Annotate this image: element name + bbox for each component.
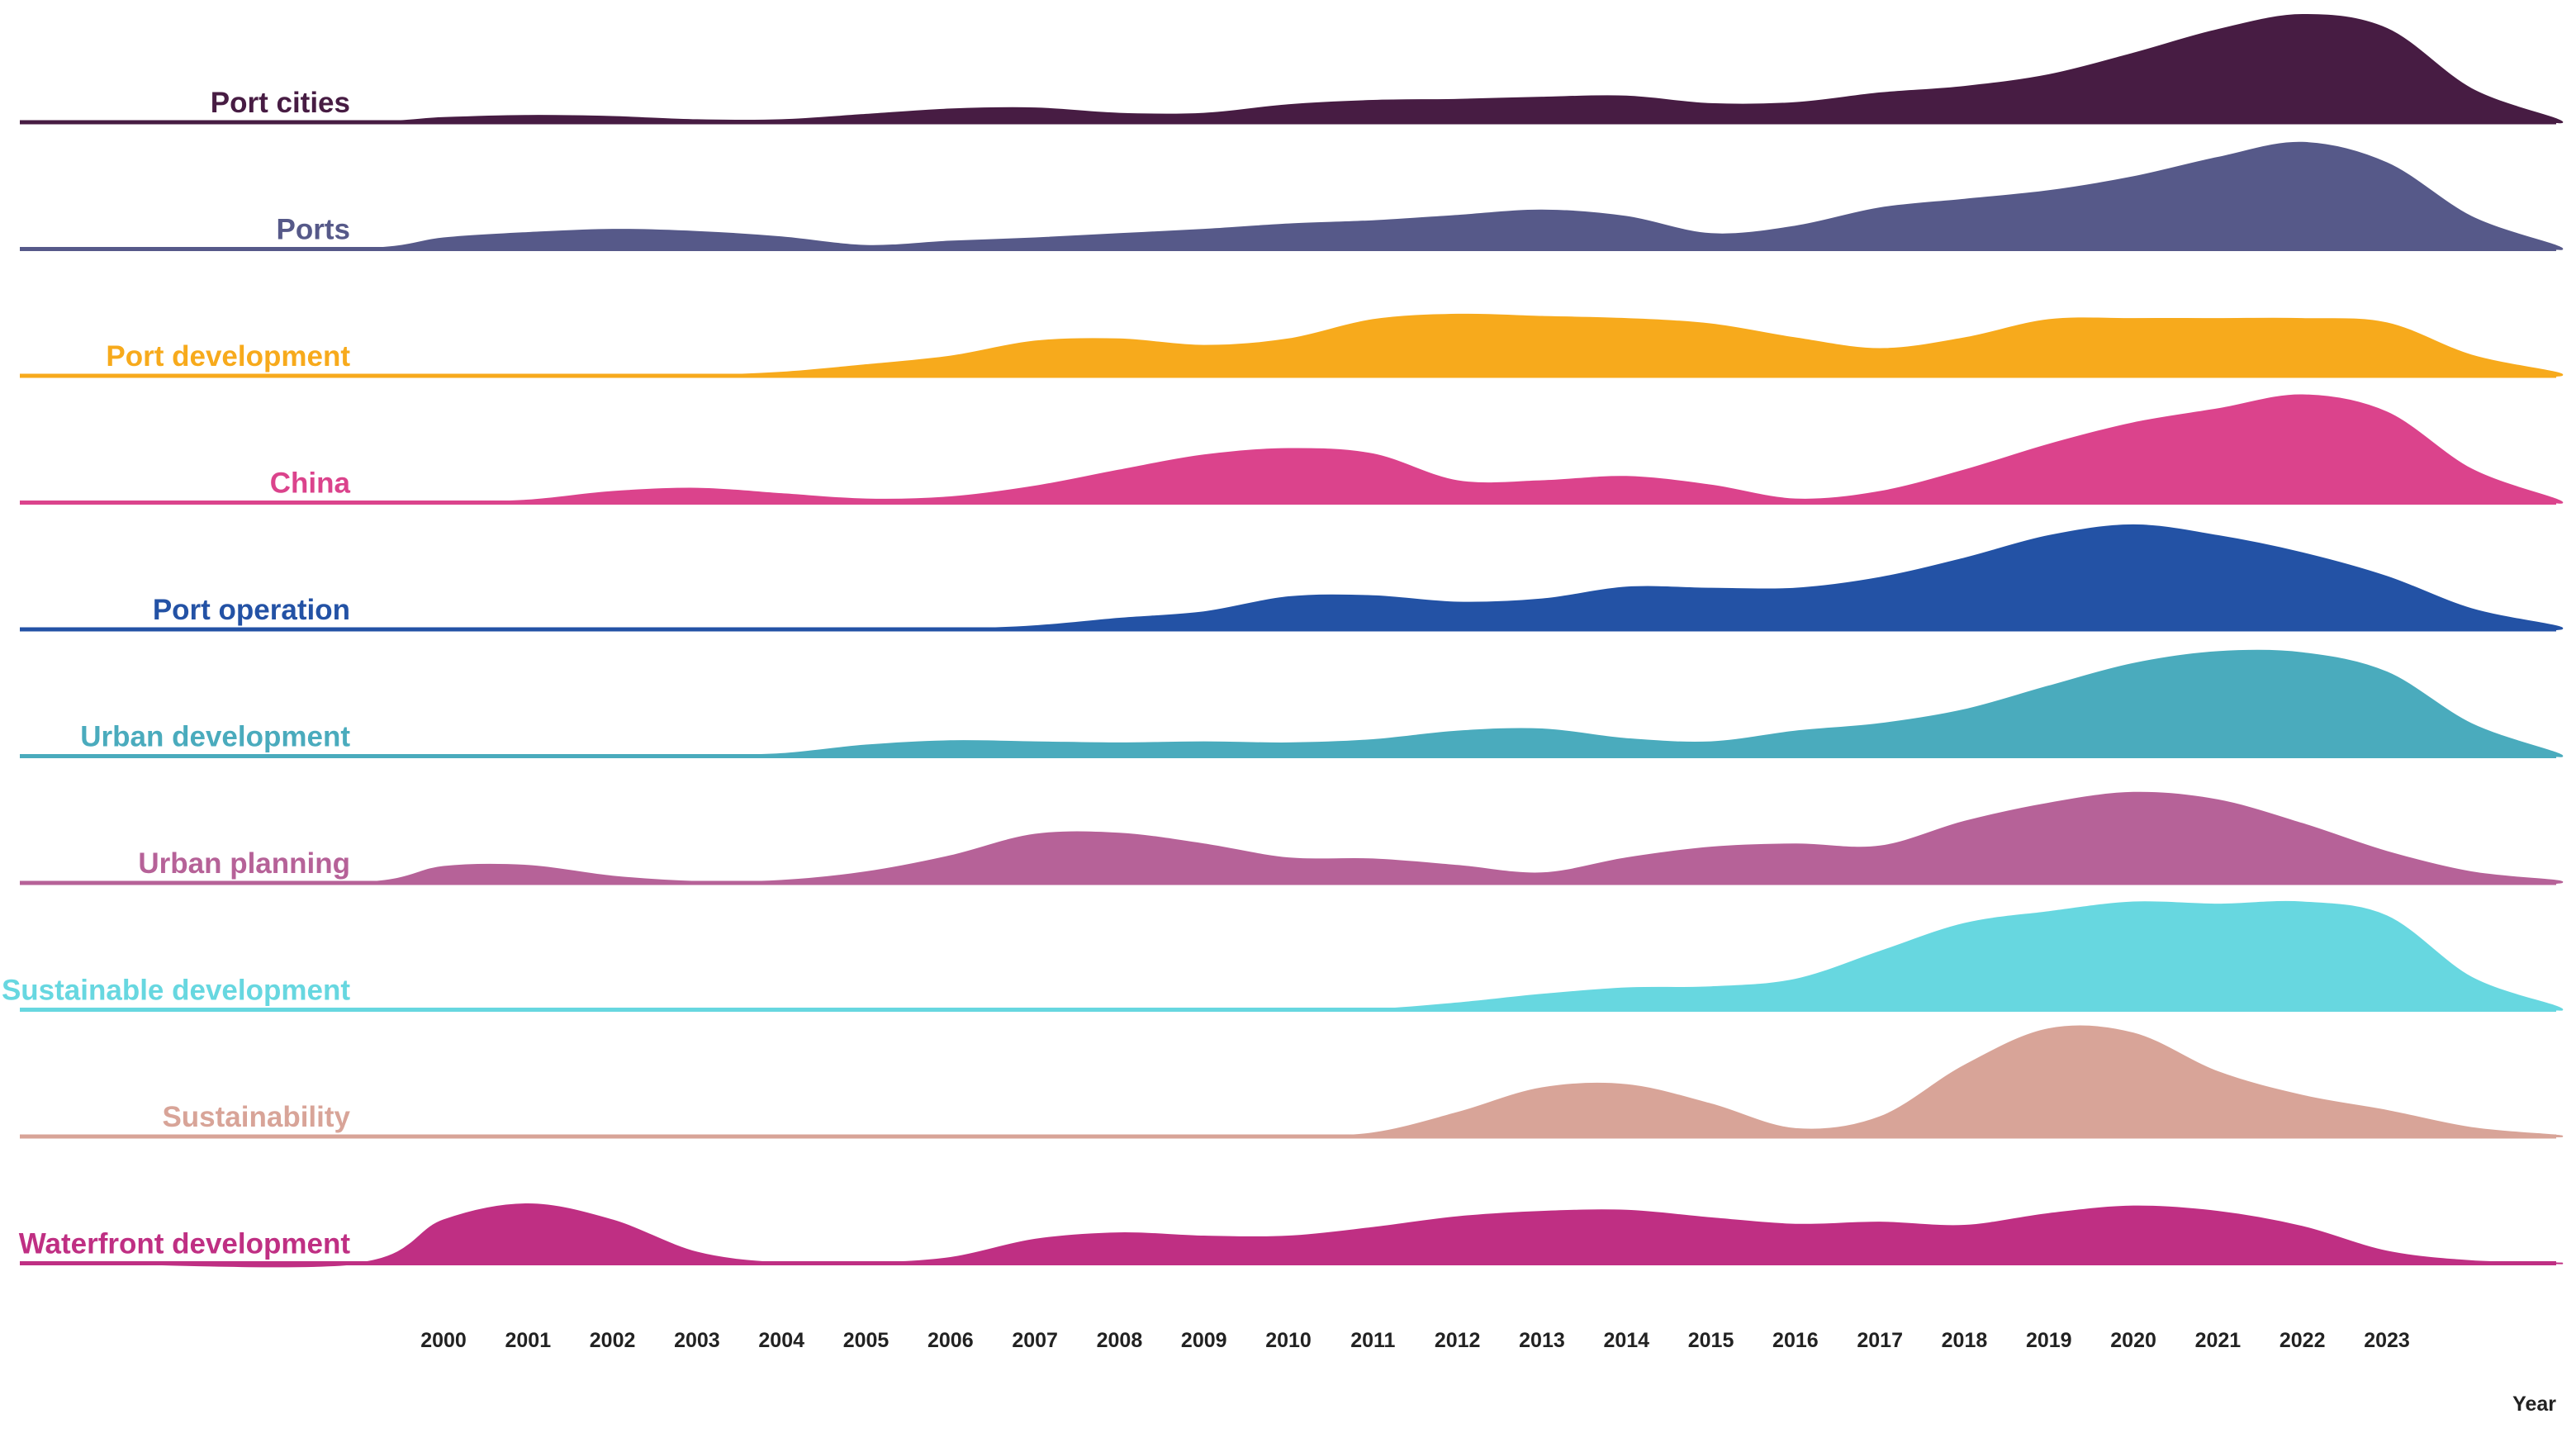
- x-tick-label: 2019: [2026, 1329, 2072, 1352]
- row-label: China: [270, 467, 351, 500]
- ridge-area: [105, 313, 2564, 377]
- ridge-area: [105, 524, 2564, 631]
- ridge-area: [105, 394, 2564, 504]
- x-tick-label: 2011: [1350, 1329, 1395, 1352]
- ridge-china: [20, 394, 2564, 505]
- row-label: Urban development: [80, 721, 350, 753]
- x-tick-label: 2023: [2364, 1329, 2410, 1352]
- ridge-port-operation: [20, 524, 2564, 632]
- x-tick-label: 2002: [590, 1329, 636, 1352]
- x-tick-label: 2005: [843, 1329, 890, 1352]
- x-tick-label: 2006: [927, 1329, 974, 1352]
- row-label-layer: Port cities Ports Port development China Por…: [2, 87, 351, 1260]
- x-tick-label: 2021: [2195, 1329, 2242, 1352]
- ridge-waterfront-development: [20, 1203, 2564, 1268]
- x-tick-label: 2003: [674, 1329, 720, 1352]
- ridge-port-development: [20, 313, 2564, 378]
- x-tick-label: 2004: [758, 1329, 804, 1352]
- x-tick-label: 2014: [1603, 1329, 1649, 1352]
- ridge-area: [105, 1025, 2564, 1138]
- ridge-area: [105, 1203, 2564, 1268]
- x-tick-label: 2020: [2110, 1329, 2156, 1352]
- x-tick-label: 2013: [1519, 1329, 1565, 1352]
- x-tick-label: 2008: [1097, 1329, 1143, 1352]
- x-tick-label: 2009: [1181, 1329, 1227, 1352]
- row-label: Port development: [106, 340, 350, 372]
- ridge-port-cities: [20, 13, 2564, 125]
- x-tick-label: 2015: [1688, 1329, 1734, 1352]
- x-tick-label: 2017: [1857, 1329, 1903, 1352]
- x-tick-label: 2022: [2279, 1329, 2326, 1352]
- x-tick-label: 2010: [1265, 1329, 1312, 1352]
- ridge-urban-development: [20, 649, 2564, 758]
- ridge-area: [105, 649, 2564, 757]
- x-tick-label: 2012: [1435, 1329, 1481, 1352]
- row-label: Port operation: [153, 594, 350, 626]
- x-axis-ticks: 2000 2001 2002 2003 2004 2005 2006 2007 2008 2009…: [420, 1329, 2410, 1352]
- ridge-area: [105, 791, 2564, 885]
- row-label: Ports: [277, 214, 350, 246]
- ridge-area: [105, 900, 2564, 1012]
- row-label: Port cities: [211, 87, 350, 119]
- x-axis-title: Year: [2512, 1393, 2556, 1416]
- ridge-ports: [20, 141, 2564, 251]
- x-tick-label: 2018: [1942, 1329, 1988, 1352]
- ridge-area: [105, 141, 2564, 251]
- row-label: Urban planning: [138, 847, 350, 880]
- x-tick-label: 2000: [420, 1329, 467, 1352]
- x-tick-label: 2016: [1772, 1329, 1819, 1352]
- ridge-sustainable-development: [20, 900, 2564, 1012]
- ridge-area: [105, 13, 2564, 124]
- ridge-urban-planning: [20, 791, 2564, 885]
- x-tick-label: 2007: [1012, 1329, 1058, 1352]
- row-label: Sustainability: [162, 1101, 350, 1133]
- x-tick-label: 2001: [505, 1329, 551, 1352]
- row-label: Sustainable development: [2, 975, 350, 1007]
- row-label: Waterfront development: [19, 1228, 351, 1260]
- ridge-layer: [20, 13, 2564, 1268]
- ridge-sustainability: [20, 1025, 2564, 1139]
